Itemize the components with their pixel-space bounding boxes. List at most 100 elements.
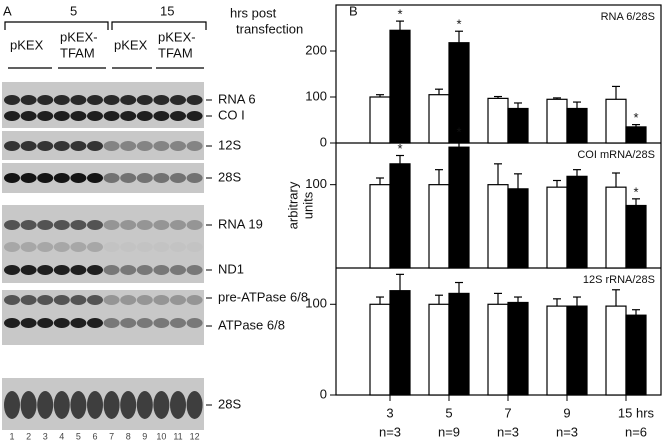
- band: [136, 95, 153, 105]
- band: [186, 295, 203, 305]
- band: [153, 318, 170, 328]
- band: [70, 391, 87, 419]
- band: [103, 295, 120, 305]
- band: [153, 141, 170, 151]
- band: [153, 242, 170, 252]
- band: [70, 295, 87, 305]
- band: [4, 220, 20, 230]
- significance-marker: *: [633, 184, 638, 199]
- band: [186, 318, 203, 328]
- bar: [546, 305, 568, 396]
- subplot-title: 12S rRNA/28S: [583, 274, 655, 286]
- band: [37, 173, 54, 183]
- bar: [389, 290, 411, 396]
- y-tick-label: 0: [320, 134, 327, 149]
- bar: [448, 146, 470, 269]
- band: [37, 318, 54, 328]
- band: [20, 220, 37, 230]
- band: [186, 391, 203, 419]
- band: [53, 265, 70, 275]
- band: [170, 111, 186, 121]
- band: [37, 95, 54, 105]
- band: [87, 141, 103, 151]
- band: [4, 111, 20, 121]
- lane-number: 7: [109, 431, 114, 441]
- group-label: pKEX: [10, 37, 44, 52]
- band: [53, 318, 70, 328]
- band: [120, 220, 137, 230]
- band: [103, 220, 120, 230]
- band-label: ND1: [218, 261, 244, 276]
- band: [153, 295, 170, 305]
- band: [87, 173, 103, 183]
- bar: [487, 97, 509, 144]
- band: [136, 141, 153, 151]
- bar: [625, 204, 647, 269]
- band: [20, 242, 37, 252]
- band: [53, 173, 70, 183]
- band: [120, 318, 137, 328]
- significance-marker: *: [456, 124, 461, 139]
- bar: [487, 303, 509, 396]
- band-label: 28S: [218, 169, 241, 184]
- band: [20, 391, 37, 419]
- band: [37, 265, 54, 275]
- band: [136, 265, 153, 275]
- bar: [487, 184, 509, 269]
- bar: [546, 98, 568, 144]
- band: [136, 295, 153, 305]
- band: [170, 295, 186, 305]
- band: [170, 391, 186, 419]
- band: [153, 111, 170, 121]
- bar: [428, 184, 450, 269]
- bar: [389, 163, 411, 269]
- band: [170, 242, 186, 252]
- band: [70, 220, 87, 230]
- bar: [507, 188, 529, 269]
- significance-marker: *: [456, 17, 461, 32]
- band: [103, 265, 120, 275]
- band: [4, 173, 20, 183]
- band: [87, 295, 103, 305]
- band: [53, 242, 70, 252]
- band: [153, 173, 170, 183]
- lane-number: 5: [76, 431, 81, 441]
- band: [120, 391, 137, 419]
- band: [136, 391, 153, 419]
- bar: [369, 184, 391, 269]
- x-tick-label: 5: [445, 405, 452, 420]
- band: [87, 391, 103, 419]
- band: [153, 265, 170, 275]
- lane-number: 12: [190, 431, 200, 441]
- y-tick-label: 200: [305, 42, 327, 57]
- band-label: 28S: [218, 396, 241, 411]
- band: [4, 318, 20, 328]
- band: [70, 318, 87, 328]
- bar: [546, 186, 568, 269]
- band: [87, 111, 103, 121]
- band: [136, 242, 153, 252]
- bar: [605, 305, 627, 396]
- band: [136, 173, 153, 183]
- y-tick-label: 0: [320, 386, 327, 401]
- bar: [605, 98, 627, 144]
- band: [53, 391, 70, 419]
- x-tick-label: 15 hrs: [618, 405, 655, 420]
- band-label: RNA 19: [218, 216, 263, 231]
- n-label: n=3: [379, 424, 401, 439]
- bar: [566, 107, 588, 144]
- band: [37, 220, 54, 230]
- band: [87, 220, 103, 230]
- band: [153, 391, 170, 419]
- x-tick-label: 3: [386, 405, 393, 420]
- time-label: 15: [160, 3, 174, 18]
- lane-number: 6: [92, 431, 97, 441]
- band: [186, 220, 203, 230]
- band: [53, 95, 70, 105]
- bar: [625, 126, 647, 144]
- band: [186, 111, 203, 121]
- band: [87, 318, 103, 328]
- band: [4, 265, 20, 275]
- lane-number: 4: [59, 431, 64, 441]
- subplot-title: COI mRNA/28S: [577, 149, 655, 161]
